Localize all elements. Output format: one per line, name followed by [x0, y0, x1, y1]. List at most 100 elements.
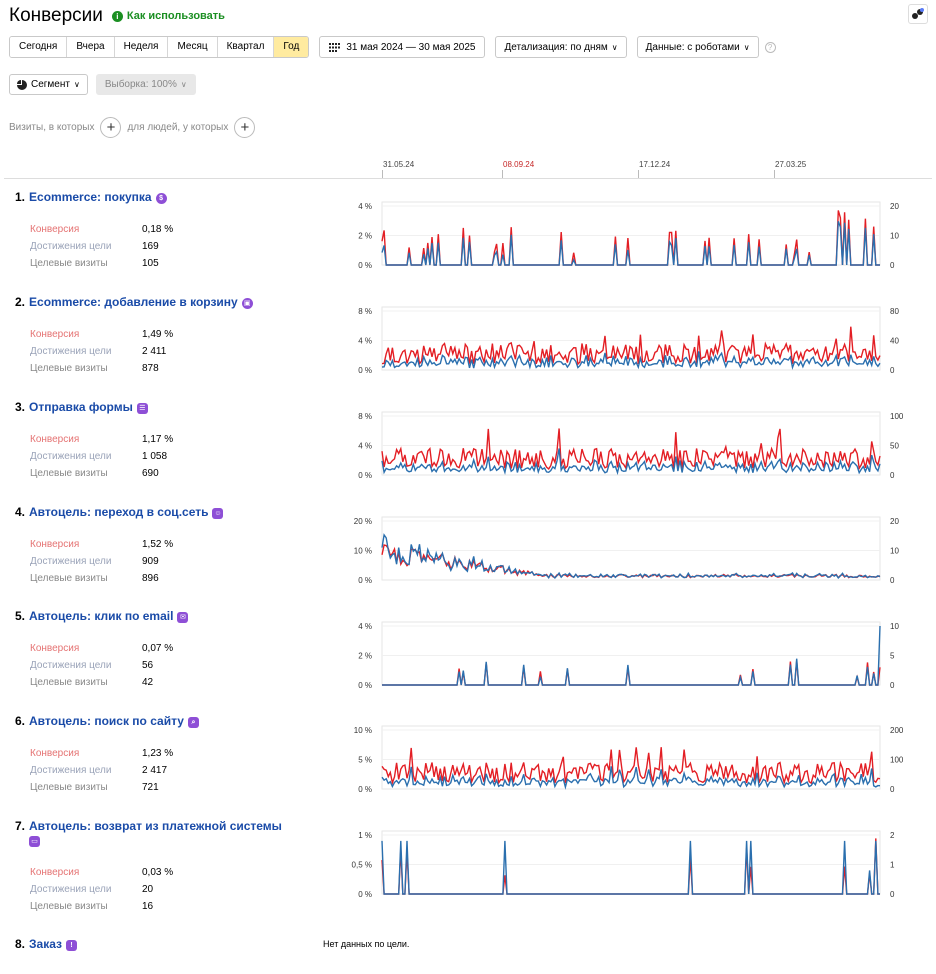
data-dropdown[interactable]: Данные: с роботами ∨	[636, 36, 759, 58]
chart-frame	[381, 725, 881, 790]
right-axis-tick-label: 20	[890, 517, 899, 526]
question-icon[interactable]: ?	[764, 41, 776, 53]
right-axis-tick-label: 10	[890, 547, 899, 556]
right-axis-tick-label: 100	[890, 412, 904, 421]
date-range-picker[interactable]: 31 мая 2024 — 30 мая 2025	[319, 36, 486, 58]
conversion-value: 1,49 %	[142, 329, 174, 340]
timeline-tick-label: 08.09.24	[503, 160, 535, 169]
right-axis-tick-label: 1	[890, 861, 895, 870]
goal-chart: 1 % 0,5 % 0 % 2 1 0	[352, 827, 915, 902]
detail-dropdown-label: Детализация: по дням	[504, 41, 608, 53]
left-axis-tick-label: 0 %	[358, 890, 372, 899]
metrica-assistant-icon[interactable]	[908, 4, 928, 24]
conversion-value: 0,18 %	[142, 224, 174, 235]
visits-value: 896	[142, 573, 159, 584]
segment-button[interactable]: Сегмент ∨	[9, 74, 88, 95]
left-axis-tick-label: 10 %	[354, 547, 372, 556]
help-link[interactable]: i Как использовать	[111, 10, 225, 22]
goal-chart: 20 % 10 % 0 % 20 10 0	[354, 513, 915, 588]
page-header: Конверсии i Как использовать	[9, 3, 225, 29]
page-title: Конверсии	[9, 5, 103, 26]
achievements-value: 20	[142, 884, 154, 895]
left-axis-tick-label: 0 %	[358, 576, 372, 585]
conversion-series-line	[381, 326, 881, 366]
visits-series-line	[381, 533, 881, 580]
cube-icon: ▣	[241, 298, 253, 309]
goal-title: 3. Отправка формы ☰	[15, 400, 315, 414]
chevron-down-icon: ∨	[743, 42, 750, 52]
goal-chart-svg: 10 % 5 % 0 % 200 100 0	[354, 725, 904, 794]
form-icon: ☰	[136, 403, 148, 414]
timeline-tick-label: 31.05.24	[383, 160, 415, 169]
goal-chart-svg: 20 % 10 % 0 % 20 10 0	[354, 516, 899, 585]
visits-value: 42	[142, 677, 154, 688]
goal-link[interactable]: Автоцель: возврат из платежной системы	[29, 819, 282, 833]
period-week-button[interactable]: Неделя	[114, 37, 169, 57]
right-axis-tick-label: 80	[890, 307, 899, 316]
conversion-series-line	[381, 210, 880, 266]
right-axis-tick-label: 10	[890, 622, 899, 631]
pie-icon	[17, 79, 27, 90]
goal-chart: 10 % 5 % 0 % 200 100 0	[354, 722, 915, 797]
right-axis-tick-label: 0	[890, 261, 895, 270]
goal-title: 5. Автоцель: клик по email ✉	[15, 609, 315, 623]
left-axis-tick-label: 4 %	[358, 622, 372, 631]
goal-link[interactable]: Автоцель: клик по email	[29, 609, 174, 623]
visits-value: 721	[142, 782, 159, 793]
period-quarter-button[interactable]: Квартал	[217, 37, 275, 57]
visits-value: 16	[142, 901, 154, 912]
conversion-value: 1,17 %	[142, 434, 174, 445]
conversion-series-line	[381, 544, 881, 579]
left-axis-tick-label: 4 %	[358, 442, 372, 451]
goal-link[interactable]: Отправка формы	[29, 400, 133, 414]
right-axis-tick-label: 200	[890, 726, 904, 735]
visits-series-line	[381, 221, 880, 266]
goal-link[interactable]: Ecommerce: добавление в корзину	[29, 295, 238, 309]
conversion-series-line	[381, 838, 880, 895]
period-year-button[interactable]: Год	[274, 37, 309, 57]
filter-row: Визиты, в которых + для людей, у которых…	[9, 117, 261, 138]
sample-dropdown[interactable]: Выборка: 100% ∨	[95, 74, 196, 95]
detail-dropdown[interactable]: Детализация: по дням ∨	[495, 36, 627, 58]
goal-chart-svg: 4 % 2 % 0 % 10 5 0	[358, 621, 899, 690]
data-dropdown-label: Данные: с роботами	[645, 41, 740, 53]
left-axis-tick-label: 20 %	[354, 517, 372, 526]
date-range-label: 31 мая 2024 — 30 мая 2025	[346, 41, 476, 53]
chart-frame	[381, 830, 881, 895]
calendar-icon	[329, 42, 341, 52]
left-axis-tick-label: 8 %	[358, 412, 372, 421]
visits-series-line	[381, 766, 881, 790]
left-axis-tick-label: 0 %	[358, 471, 372, 480]
goal-number: 3.	[15, 400, 26, 414]
conversion-value: 1,52 %	[142, 539, 174, 550]
goal-number: 6.	[15, 714, 26, 728]
goal-link[interactable]: Автоцель: поиск по сайту	[29, 714, 184, 728]
search-icon: ⌕	[187, 717, 199, 728]
goal-chart: 4 % 2 % 0 % 20 10 0	[355, 198, 915, 273]
goal-title: 8. Заказ!	[15, 937, 315, 951]
goal-chart-svg: 8 % 4 % 0 % 100 50 0	[358, 411, 904, 480]
goal-number: 7.	[15, 819, 26, 833]
conversion-series-line	[381, 428, 881, 471]
add-visit-filter-button[interactable]: +	[100, 117, 122, 138]
period-today-button[interactable]: Сегодня	[10, 37, 68, 57]
add-people-filter-button[interactable]: +	[234, 117, 256, 138]
goal-link[interactable]: Ecommerce: покупка	[29, 190, 152, 204]
info-icon: i	[111, 10, 123, 22]
no-data-message: Нет данных по цели.	[323, 939, 410, 949]
goal-title: 1. Ecommerce: покупка $	[15, 190, 315, 204]
period-yesterday-button[interactable]: Вчера	[67, 37, 115, 57]
person-icon: ☺	[212, 508, 224, 519]
period-month-button[interactable]: Месяц	[168, 37, 218, 57]
right-axis-tick-label: 0	[890, 785, 895, 794]
exclamation-icon: !	[66, 940, 77, 951]
achievements-value: 2 417	[142, 765, 168, 776]
goal-link[interactable]: Автоцель: переход в соц.сеть	[29, 505, 209, 519]
goal-chart: 8 % 4 % 0 % 80 40 0	[355, 303, 915, 378]
conversion-value: 1,23 %	[142, 748, 174, 759]
right-axis-tick-label: 0	[890, 366, 895, 375]
goal-number: 8.	[15, 937, 26, 951]
goal-link[interactable]: Заказ	[29, 937, 62, 951]
right-axis-tick-label: 0	[890, 576, 895, 585]
left-axis-tick-label: 2 %	[358, 652, 372, 661]
